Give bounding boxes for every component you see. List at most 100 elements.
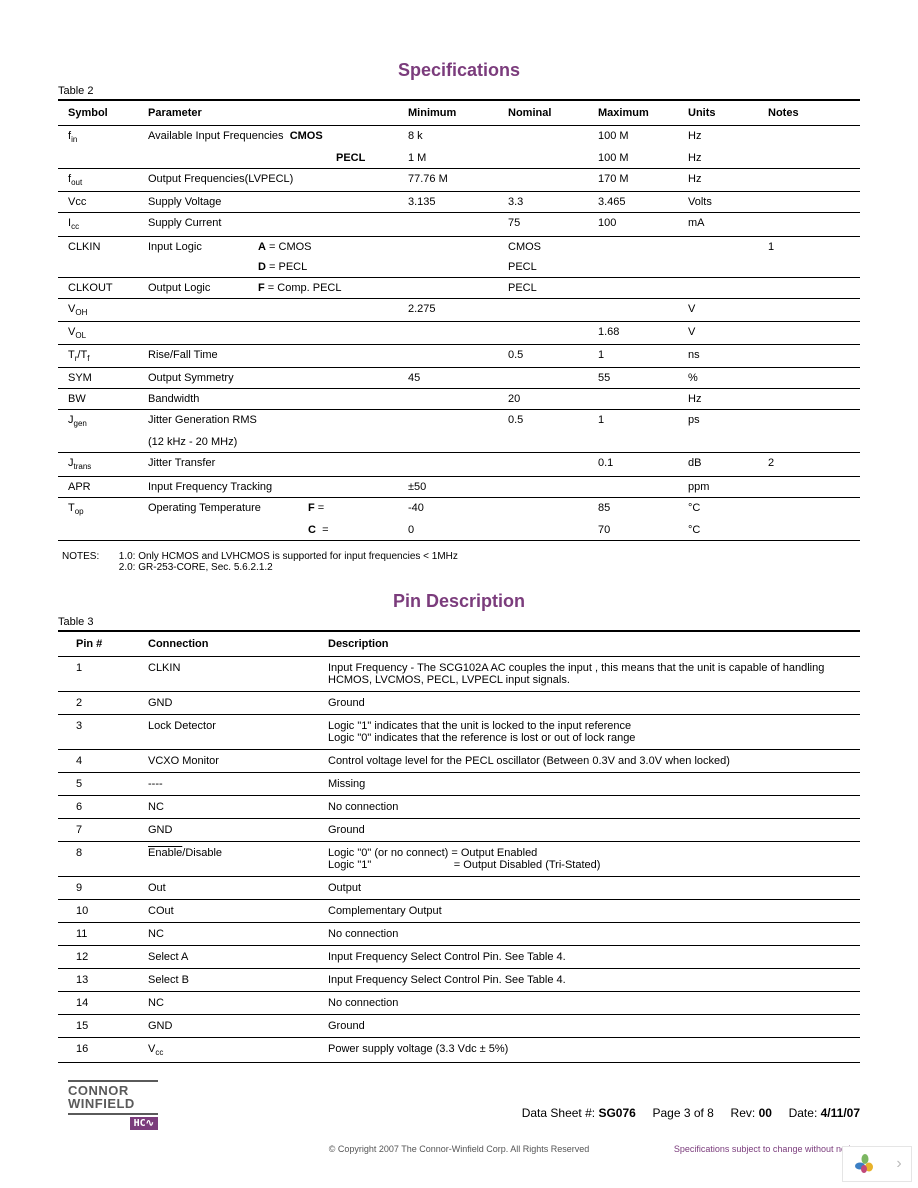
spec-row: fout Output Frequencies(LVPECL) 77.76 M … bbox=[58, 169, 860, 192]
cell: T bbox=[68, 502, 75, 514]
cell: Supply Current bbox=[148, 213, 408, 236]
col-parameter: Parameter bbox=[148, 100, 408, 126]
cell: 100 bbox=[598, 213, 688, 236]
cell: cc bbox=[71, 223, 79, 232]
spec-row: APR Input Frequency Tracking ±50 ppm bbox=[58, 476, 860, 497]
pin-row: 12Select AInput Frequency Select Control… bbox=[58, 945, 860, 968]
cell: Logic "1" indicates that the unit is loc… bbox=[328, 714, 860, 749]
pin-row: 15GNDGround bbox=[58, 1014, 860, 1037]
cell: NC bbox=[148, 991, 328, 1014]
corner-widget[interactable]: › bbox=[842, 1146, 912, 1182]
note-text: 2.0: GR-253-CORE, Sec. 5.6.2.1.2 bbox=[119, 562, 273, 573]
cell: 3 bbox=[58, 714, 148, 749]
cell: 3.465 bbox=[598, 192, 688, 213]
cell: Input Frequency Select Control Pin. See … bbox=[328, 945, 860, 968]
notes-block: NOTES: 1.0: Only HCMOS and LVHCMOS is su… bbox=[58, 551, 860, 573]
cell: 6 bbox=[58, 795, 148, 818]
cell: 3.135 bbox=[408, 192, 508, 213]
cell: 1 M bbox=[408, 148, 508, 169]
spec-row: CLKIN Input LogicA = CMOS CMOS 1 bbox=[58, 236, 860, 257]
cell: CLKOUT bbox=[58, 277, 148, 298]
spec-row: Vcc Supply Voltage 3.135 3.3 3.465 Volts bbox=[58, 192, 860, 213]
spec-row: Top Operating TemperatureF = -40 85 °C bbox=[58, 497, 860, 520]
cell: 70 bbox=[598, 520, 688, 541]
cell: PECL bbox=[508, 277, 598, 298]
col-nominal: Nominal bbox=[508, 100, 598, 126]
cell: 12 bbox=[58, 945, 148, 968]
cell: 1.68 bbox=[598, 321, 688, 344]
cell: No connection bbox=[328, 795, 860, 818]
cell: 1 bbox=[598, 344, 688, 367]
cell: 100 M bbox=[598, 126, 688, 149]
cell: = PECL bbox=[269, 261, 307, 273]
cell: Hz bbox=[688, 126, 768, 149]
cell: BW bbox=[58, 389, 148, 410]
cell: (12 kHz - 20 MHz) bbox=[148, 432, 408, 453]
cell: Input Frequency Select Control Pin. See … bbox=[328, 968, 860, 991]
rev-label: Rev: bbox=[731, 1106, 756, 1120]
cell: PECL bbox=[508, 257, 598, 278]
cell: Output Symmetry bbox=[148, 368, 408, 389]
cell: out bbox=[71, 178, 82, 187]
cell: Enable/Disable bbox=[148, 841, 328, 876]
cell: = Comp. PECL bbox=[268, 282, 342, 294]
chevron-right-icon[interactable]: › bbox=[887, 1147, 911, 1181]
spec-row: VOL 1.68 V bbox=[58, 321, 860, 344]
cell: ps bbox=[688, 410, 768, 433]
date-value: 4/11/07 bbox=[821, 1106, 860, 1120]
cell: Hz bbox=[688, 389, 768, 410]
cell: 14 bbox=[58, 991, 148, 1014]
cell: 170 M bbox=[598, 169, 688, 192]
table3-label: Table 3 bbox=[58, 616, 860, 628]
cell: A bbox=[258, 241, 266, 253]
pin-header-row: Pin # Connection Description bbox=[58, 631, 860, 657]
spec-row: Icc Supply Current 75 100 mA bbox=[58, 213, 860, 236]
cell: OH bbox=[75, 308, 87, 317]
cell: No connection bbox=[328, 922, 860, 945]
logo-hcw-icon: HC∿ bbox=[130, 1117, 158, 1130]
cell: 1 bbox=[768, 236, 860, 257]
cell: Out bbox=[148, 876, 328, 899]
cell: ns bbox=[688, 344, 768, 367]
pin-row: 16VccPower supply voltage (3.3 Vdc ± 5%) bbox=[58, 1037, 860, 1062]
cell: V bbox=[688, 321, 768, 344]
cell: Input Logic bbox=[148, 241, 258, 253]
cell: 75 bbox=[508, 213, 598, 236]
cell: 15 bbox=[58, 1014, 148, 1037]
col-units: Units bbox=[688, 100, 768, 126]
cell: 0 bbox=[408, 520, 508, 541]
cell: Ground bbox=[328, 818, 860, 841]
spec-row: SYM Output Symmetry 45 55 % bbox=[58, 368, 860, 389]
spec-row: Jgen Jitter Generation RMS 0.5 1 ps bbox=[58, 410, 860, 433]
spec-row: Tr/Tf Rise/Fall Time 0.5 1 ns bbox=[58, 344, 860, 367]
spec-row: VOH 2.275 V bbox=[58, 298, 860, 321]
cell: 1 bbox=[58, 656, 148, 691]
cell: 8 k bbox=[408, 126, 508, 149]
pin-row: 13Select BInput Frequency Select Control… bbox=[58, 968, 860, 991]
col-description: Description bbox=[328, 631, 860, 657]
cell: = bbox=[322, 524, 328, 536]
cell: 4 bbox=[58, 749, 148, 772]
notes-label: NOTES: bbox=[62, 551, 116, 562]
spec-row: (12 kHz - 20 MHz) bbox=[58, 432, 860, 453]
cell: GND bbox=[148, 818, 328, 841]
cell: 0.1 bbox=[598, 453, 688, 476]
cell: Missing bbox=[328, 772, 860, 795]
cell: 10 bbox=[58, 899, 148, 922]
date-label: Date: bbox=[789, 1106, 818, 1120]
pin-description-title: Pin Description bbox=[58, 591, 860, 612]
cell: = CMOS bbox=[269, 241, 311, 253]
cell: f bbox=[87, 354, 89, 363]
pin-row: 1CLKINInput Frequency - The SCG102A AC c… bbox=[58, 656, 860, 691]
cell: T bbox=[68, 349, 75, 361]
cell: ---- bbox=[148, 772, 328, 795]
note-text: 1.0: Only HCMOS and LVHCMOS is supported… bbox=[119, 551, 458, 562]
cell: 13 bbox=[58, 968, 148, 991]
cell: 2 bbox=[768, 453, 860, 476]
cell: Rise/Fall Time bbox=[148, 344, 408, 367]
cell: C bbox=[308, 524, 316, 536]
cell: °C bbox=[688, 497, 768, 520]
cell: Output Logic bbox=[148, 282, 258, 294]
col-minimum: Minimum bbox=[408, 100, 508, 126]
cell: Vcc bbox=[148, 1037, 328, 1062]
